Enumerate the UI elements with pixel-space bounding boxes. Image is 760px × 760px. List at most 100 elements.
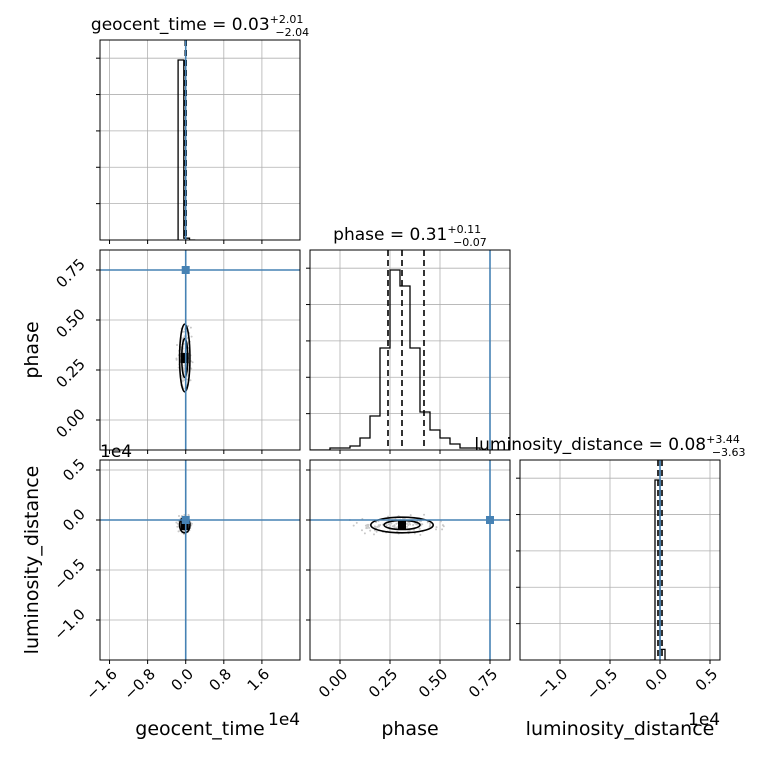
histogram-geocent_time (177, 59, 196, 240)
title-name: geocent_time = 0.03 (91, 15, 270, 35)
x-tick-label: −0.5 (583, 665, 621, 703)
pair-clip (310, 460, 510, 660)
y-tick-label: 0.25 (52, 355, 88, 391)
scatter-point (176, 344, 179, 347)
scatter-point (367, 525, 370, 528)
panel-frame (99, 39, 301, 241)
title-plus: +2.01 (270, 13, 304, 26)
scatter-point (189, 379, 192, 382)
scatter-point (439, 520, 442, 523)
y-tick-label: 0.00 (52, 405, 88, 441)
scatter-point (409, 523, 412, 526)
x-tick-label: −1.0 (533, 665, 571, 703)
scatter-point (175, 357, 178, 360)
diag-panel-luminosity_distance: luminosity_distance = 0.08+3.44 −3.63 (474, 433, 746, 664)
scatter-point (374, 526, 377, 529)
scatter-point (176, 522, 179, 525)
scatter-point (407, 523, 410, 526)
title-minus: −2.04 (275, 26, 309, 39)
scatter-point (183, 367, 186, 370)
panel-frame (519, 459, 721, 661)
histogram-phase (310, 269, 510, 450)
scatter-point (183, 513, 186, 516)
x-axis-label-phase: phase (381, 718, 438, 740)
contour-outer (369, 516, 434, 534)
panel-frame (309, 249, 511, 451)
scatter-point (429, 522, 432, 525)
scatter-point (442, 525, 445, 528)
scatter-point (419, 533, 422, 536)
scatter-point (418, 527, 421, 530)
x-tick-label: 1.6 (244, 665, 274, 695)
x-tick-label: 0.25 (365, 665, 401, 701)
offset-text-x-luminosity_distance: 1e4 (688, 710, 720, 730)
scatter-point (407, 521, 410, 524)
title-luminosity_distance: luminosity_distance = 0.08+3.44 −3.63 (474, 433, 745, 459)
y-axis-label-luminosity_distance: luminosity_distance (21, 466, 43, 655)
pair-panel-luminosity_distance-vs-geocent_time (96, 459, 301, 664)
density-core (180, 520, 189, 530)
title-name: phase = 0.31 (333, 225, 447, 245)
title-plus: +3.44 (706, 433, 740, 446)
title-minus: −0.07 (453, 236, 487, 249)
scatter-point (395, 522, 398, 525)
scatter-point (191, 361, 194, 364)
scatter-point (190, 335, 193, 338)
density-core (398, 520, 406, 530)
x-tick-label: 0.75 (465, 665, 501, 701)
x-tick-label: −1.6 (82, 665, 120, 703)
scatter-point (421, 523, 424, 526)
panel-frame (99, 249, 301, 451)
scatter-point (376, 525, 379, 528)
title-minus: −3.63 (712, 446, 746, 459)
panel-frame (309, 459, 511, 661)
density-core (180, 353, 189, 363)
scatter-point (385, 524, 388, 527)
panel-frame (99, 459, 301, 661)
scatter-point (412, 523, 415, 526)
x-tick-label: −0.8 (120, 665, 158, 703)
scatter-point (395, 526, 398, 529)
scatter-point (406, 525, 409, 528)
scatter-point (189, 326, 192, 329)
y-tick-label: 0.50 (52, 305, 88, 341)
diag-panel-phase: phase = 0.31+0.11 −0.07 (306, 223, 511, 454)
scatter-point (352, 524, 355, 527)
scatter-point (423, 513, 426, 516)
truth-marker (486, 516, 494, 524)
scatter-point (187, 513, 190, 516)
y-tick-label: 0.5 (59, 455, 89, 485)
scatter-point (435, 526, 438, 529)
scatter-point (428, 525, 431, 528)
pair-panel-phase-vs-geocent_time (96, 249, 301, 454)
x-tick-label: 0.5 (692, 665, 722, 695)
x-axis-label-geocent_time: geocent_time (135, 718, 264, 740)
scatter-point (387, 515, 390, 518)
pair-clip (100, 460, 300, 660)
title-geocent_time: geocent_time = 0.03+2.01 −2.04 (91, 13, 309, 39)
title-plus: +0.11 (447, 223, 481, 236)
y-tick-label: −0.5 (50, 555, 88, 593)
diag-clip-luminosity_distance (520, 460, 720, 660)
y-tick-label: −1.0 (50, 605, 88, 643)
scatter-point (365, 526, 368, 529)
x-tick-label: 0.00 (315, 665, 351, 701)
scatter-point (181, 380, 184, 383)
scatter-point (176, 525, 179, 528)
diag-clip-geocent_time (100, 40, 300, 240)
y-tick-label: 0.0 (59, 505, 89, 535)
scatter-point (415, 523, 418, 526)
scatter-point (391, 525, 394, 528)
scatter-point (183, 364, 186, 367)
truth-marker (181, 516, 190, 524)
scatter-point (369, 529, 372, 532)
scatter-point (377, 524, 380, 527)
scatter-point (177, 514, 180, 517)
offset-text-x-geocent_time: 1e4 (268, 710, 300, 730)
y-axis-label-phase: phase (21, 321, 43, 378)
scatter-point (187, 325, 190, 328)
diag-panel-geocent_time: geocent_time = 0.03+2.01 −2.04 (91, 13, 309, 244)
scatter-point (441, 528, 444, 531)
x-tick-label: 0.0 (167, 665, 197, 695)
